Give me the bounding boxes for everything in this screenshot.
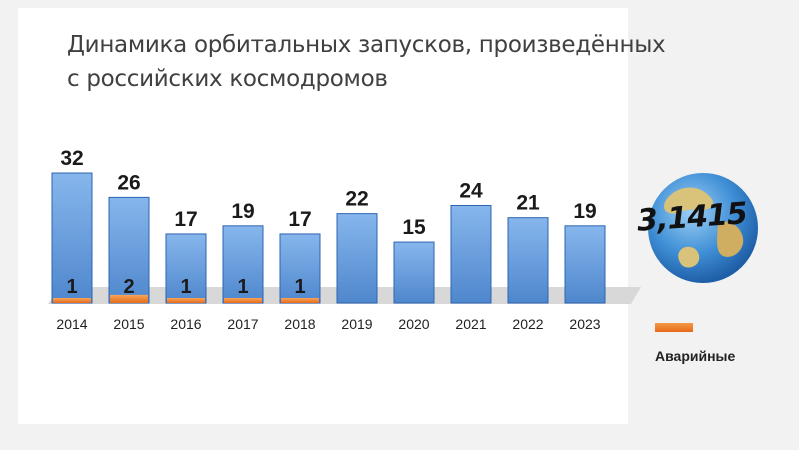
globe-icon xyxy=(648,173,758,283)
bar-2017 xyxy=(222,225,264,304)
x-tick-2015: 2015 xyxy=(113,316,144,332)
value-label-2021: 24 xyxy=(459,180,483,203)
legend-label-failed: Аварийные xyxy=(655,348,736,364)
x-tick-2023: 2023 xyxy=(569,316,600,332)
bar-2019 xyxy=(336,213,378,304)
value-label-2014: 32 xyxy=(60,147,83,170)
legend-swatch-failed xyxy=(655,323,693,332)
bar-2021 xyxy=(450,205,492,304)
failed-bar-2014 xyxy=(53,298,91,303)
value-label-2020: 15 xyxy=(402,216,426,239)
chart-title-line-1: Динамика орбитальных запусков, произведё… xyxy=(67,32,666,58)
x-tick-2016: 2016 xyxy=(170,316,201,332)
bar-2018 xyxy=(279,233,321,304)
failed-label-2015: 2 xyxy=(123,276,134,298)
failed-label-2017: 1 xyxy=(237,276,248,298)
failed-bar-2015 xyxy=(110,294,148,303)
value-label-2019: 22 xyxy=(345,188,368,211)
chart-title-line-2: с российских космодромов xyxy=(67,66,388,92)
x-tick-2020: 2020 xyxy=(398,316,429,332)
bar-2023 xyxy=(564,225,606,304)
x-tick-2019: 2019 xyxy=(341,316,372,332)
failed-bar-2017 xyxy=(224,298,262,303)
value-label-2016: 17 xyxy=(174,208,197,231)
failed-bar-2018 xyxy=(281,298,319,303)
x-tick-2014: 2014 xyxy=(56,316,87,332)
failed-bar-2016 xyxy=(167,298,205,303)
value-label-2018: 17 xyxy=(288,208,311,231)
logo: 3,1415 xyxy=(633,168,763,288)
x-tick-2022: 2022 xyxy=(512,316,543,332)
chart-title: Динамика орбитальных запусков, произведё… xyxy=(67,28,666,96)
bar-2022 xyxy=(507,217,549,304)
failed-label-2014: 1 xyxy=(66,276,77,298)
failed-label-2016: 1 xyxy=(180,276,191,298)
x-tick-2018: 2018 xyxy=(284,316,315,332)
bar-2016 xyxy=(165,233,207,304)
bar-2015 xyxy=(108,196,150,304)
x-tick-2021: 2021 xyxy=(455,316,486,332)
value-label-2017: 19 xyxy=(231,200,254,223)
failed-label-2018: 1 xyxy=(294,276,305,298)
value-label-2022: 21 xyxy=(516,192,540,215)
value-label-2023: 19 xyxy=(573,200,596,223)
bar-2020 xyxy=(393,241,435,304)
x-tick-2017: 2017 xyxy=(227,316,258,332)
value-label-2015: 26 xyxy=(117,171,140,194)
bar-2014 xyxy=(51,172,93,304)
